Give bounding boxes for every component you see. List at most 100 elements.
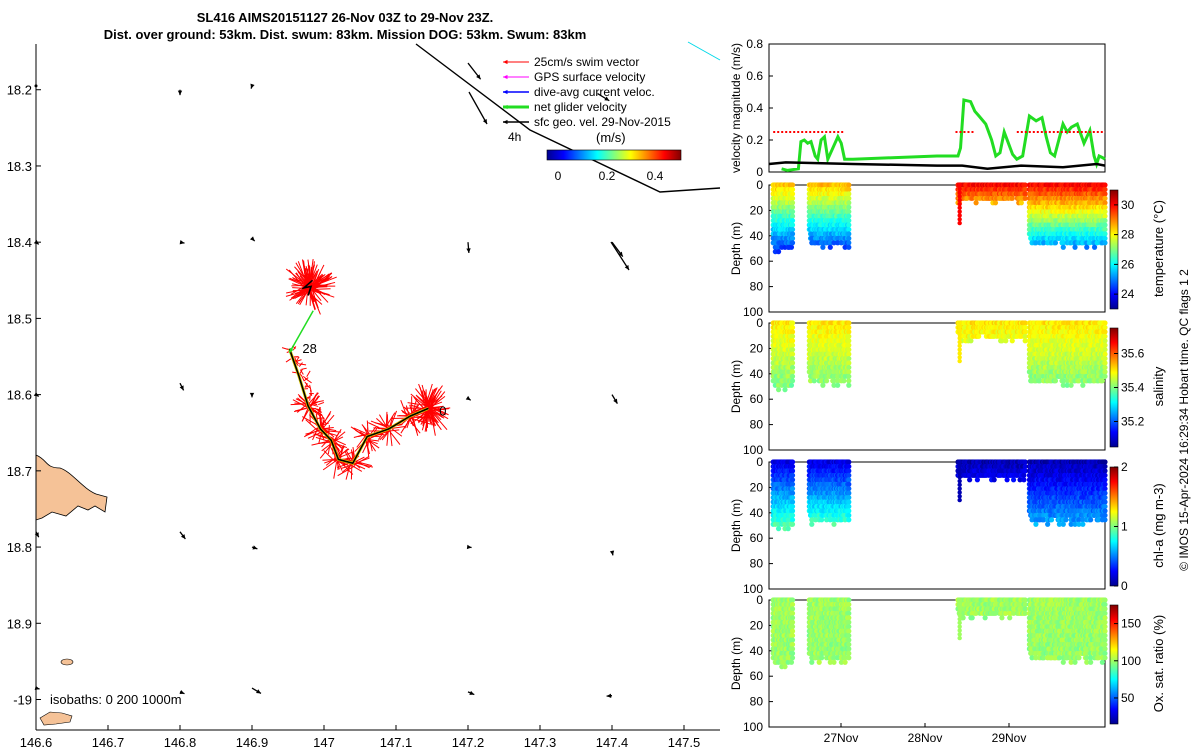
panel-y-tick-label: 0.6: [746, 69, 763, 83]
profile-sample: [789, 182, 796, 188]
glider-track: [288, 348, 429, 465]
panel-y-tick-label: 40: [750, 506, 764, 520]
profile-sample: [1102, 204, 1108, 210]
profile-sample: [846, 342, 852, 348]
swim-vector: [325, 457, 336, 466]
geo-velocity-arrow-head: [249, 236, 255, 242]
profile-sample: [1102, 217, 1108, 224]
profile-sample: [846, 235, 852, 241]
panel-y-label: Depth (m): [729, 499, 743, 552]
profile-sample: [831, 240, 837, 246]
swim-vector: [298, 289, 310, 303]
colorbar-tick-label: 30: [1121, 198, 1135, 212]
profile-sample: [789, 481, 796, 487]
profile-sample: [846, 382, 852, 388]
swim-vector: [411, 415, 418, 433]
net-velocity-series: [781, 98, 1106, 172]
profile-sample: [957, 478, 962, 484]
profile-sample: [841, 378, 847, 384]
swim-vector: [365, 436, 377, 452]
geo-velocity-arrow-head: [465, 395, 471, 401]
profile-sample: [820, 244, 826, 250]
swim-vector: [322, 459, 338, 471]
profile-sample: [1018, 200, 1024, 206]
small-island: [60, 658, 74, 666]
panel-y-tick-label: 20: [750, 341, 764, 355]
legend-label: net glider velocity: [534, 100, 627, 114]
profile-sample: [789, 338, 796, 344]
swim-vector: [352, 465, 363, 472]
swim-vector: [304, 385, 309, 388]
profile-sample: [823, 378, 830, 384]
profile-sample: [992, 200, 999, 206]
swim-vector: [353, 427, 370, 436]
profile-sample: [775, 387, 782, 393]
map-x-tick-label: 147.3: [524, 735, 557, 750]
profile-sample: [789, 351, 796, 357]
swim-vector: [330, 437, 346, 446]
panel-y-tick-label: 80: [750, 280, 764, 294]
swim-vector: [321, 411, 332, 427]
colorbar-tick-label: 24: [1121, 287, 1135, 301]
swim-vector: [285, 358, 292, 363]
profile-sample: [957, 358, 962, 364]
profile-sample: [991, 477, 997, 483]
colorbar-tick-label: 0: [555, 169, 562, 183]
profile-sample: [1102, 351, 1108, 357]
geo-velocity-arrow-head: [256, 689, 261, 694]
map-x-tick-label: 147.4: [596, 735, 629, 750]
profile-sample: [846, 213, 852, 219]
colorbar-tick-label: 0.2: [599, 169, 616, 183]
swim-vector: [421, 390, 428, 410]
profile-sample: [1102, 373, 1108, 379]
profile-sample: [1004, 477, 1010, 483]
profile-sample: [1102, 369, 1108, 375]
profile-sample: [974, 477, 980, 483]
swim-vector: [430, 410, 436, 436]
swim-vector: [306, 370, 311, 378]
map-y-tick-label: -19: [13, 693, 32, 708]
profile-sample: [1091, 244, 1098, 250]
legend-label: dive-avg current veloc.: [534, 85, 655, 99]
profile-sample: [957, 336, 962, 341]
swim-vector: [322, 458, 337, 461]
swim-vector: [333, 436, 344, 442]
profile-sample: [789, 333, 796, 339]
profile-sample: [976, 333, 982, 339]
panel-y-tick-label: 40: [750, 367, 764, 381]
profile-sample: [846, 240, 852, 246]
profile-sample: [1102, 333, 1108, 339]
swim-vector: [300, 374, 305, 382]
profile-sample: [957, 220, 962, 226]
colorbar-title: salinity: [1151, 366, 1166, 406]
map-x-tick-label: 147: [313, 735, 335, 750]
map-y-tick-label: 18.9: [7, 616, 32, 631]
profile-sample: [846, 517, 852, 523]
profile-sample: [819, 517, 825, 523]
profile-sample: [957, 497, 962, 503]
profile-sample: [1102, 200, 1108, 206]
swim-vector: [385, 412, 396, 427]
swim-vector: [427, 395, 436, 410]
map-y-tick-label: 18.2: [7, 83, 32, 98]
swim-vector: [291, 284, 308, 287]
swim-vector: [302, 376, 308, 381]
profile-sample: [789, 468, 796, 474]
swim-vector: [355, 456, 365, 463]
profile-sample: [957, 182, 962, 188]
profile-sample: [846, 217, 852, 224]
swim-vector: [430, 409, 442, 421]
swim-vector: [314, 395, 319, 402]
profile-sample: [846, 347, 852, 353]
profile-sample: [957, 494, 962, 499]
colorbar-tick-label: 26: [1121, 257, 1135, 271]
geo-velocity-arrow-head: [34, 532, 39, 538]
colorbar-tick-label: 35.2: [1121, 415, 1145, 429]
map-x-tick-label: 146.6: [20, 735, 53, 750]
profile-sample: [789, 508, 796, 514]
profile-sample: [1102, 364, 1108, 371]
panel-y-tick-label: 60: [750, 392, 764, 406]
swim-vector: [321, 419, 325, 427]
profile-sample: [789, 486, 796, 492]
